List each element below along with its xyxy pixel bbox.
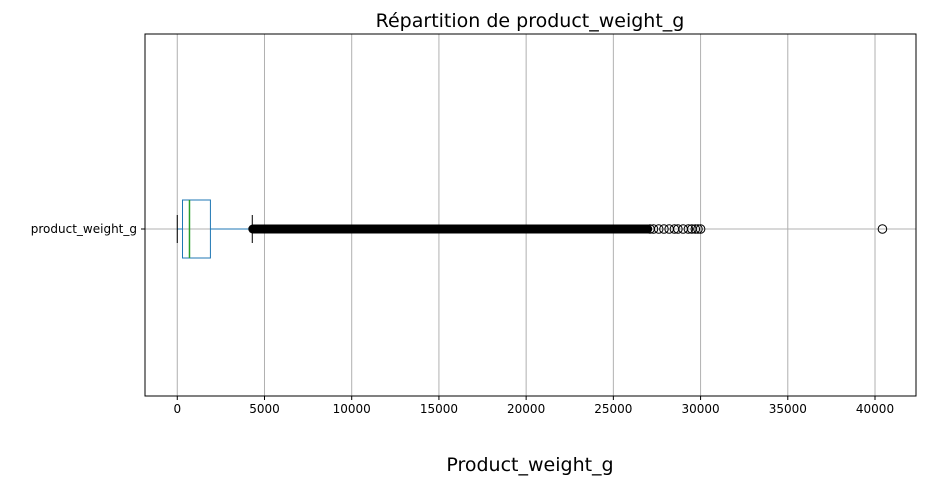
outliers-dense-band: [248, 224, 653, 234]
outlier-point: [877, 224, 888, 234]
outlier-point: [690, 224, 701, 234]
x-tick-label: 40000: [856, 402, 894, 416]
x-tick-label: 15000: [420, 402, 458, 416]
x-tick-label: 35000: [769, 402, 807, 416]
x-axis-label: Product_weight_g: [446, 454, 613, 476]
outlier-point: [653, 224, 664, 234]
chart-title: Répartition de product_weight_g: [376, 10, 685, 32]
outlier-point: [695, 224, 706, 234]
outlier-point: [683, 224, 694, 234]
outlier-point: [673, 224, 683, 234]
x-tick-label: 10000: [333, 402, 371, 416]
y-tick-label: product_weight_g: [31, 222, 137, 236]
box-iqr: [182, 199, 211, 259]
y-axis: product_weight_g: [31, 222, 145, 236]
outlier-point: [693, 224, 703, 234]
grid: [145, 34, 916, 396]
plot-area: [144, 33, 917, 397]
x-tick-label: 0: [173, 402, 181, 416]
outlier-point: [659, 224, 669, 234]
outlier-point: [648, 224, 659, 234]
x-tick-label: 5000: [249, 402, 280, 416]
x-tick-label: 20000: [507, 402, 545, 416]
boxplot-marks: [176, 199, 888, 259]
x-axis: 0 5000 10000 15000 20000 25000 30000 35000 40000: [173, 396, 894, 416]
x-tick-label: 30000: [681, 402, 719, 416]
x-tick-label: 25000: [594, 402, 632, 416]
